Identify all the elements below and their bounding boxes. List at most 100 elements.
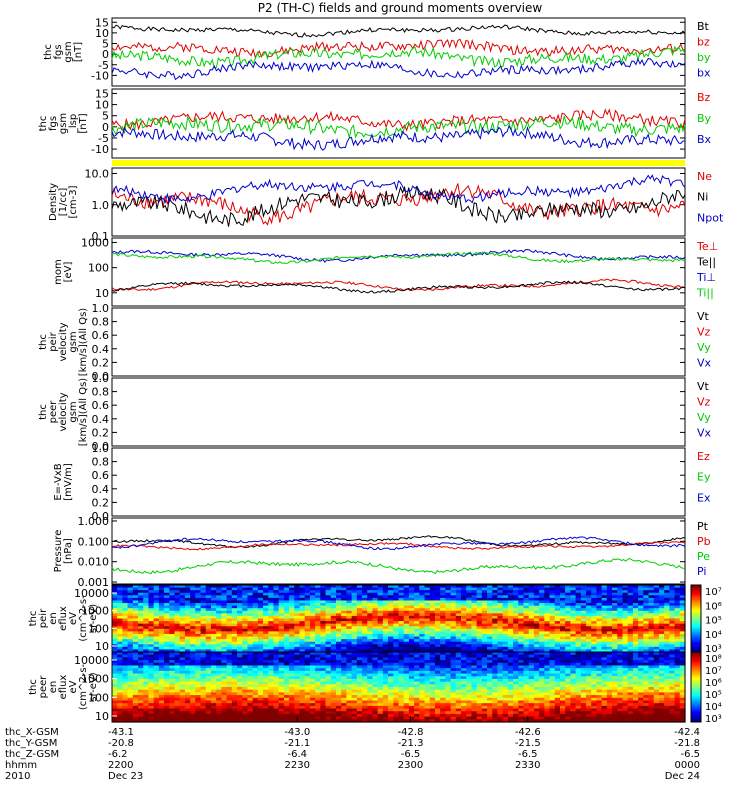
colorbar-cell: [691, 692, 701, 695]
colorbar-cell: [691, 601, 701, 604]
colorbar-label: 10⁷: [705, 666, 722, 677]
y-axis-label: eflux: [58, 606, 69, 631]
y-axis-label: gsm: [68, 401, 79, 422]
colorbar-cell: [691, 704, 701, 707]
x-row-value: -43.0: [284, 727, 310, 738]
panel-quality-flag: [112, 160, 685, 166]
panel-frame: [111, 237, 686, 307]
y-tick-label: 0.6: [92, 329, 110, 342]
y-axis-label: thc: [28, 611, 39, 627]
colorbar-cell: [691, 673, 701, 676]
colorbar-cell: [691, 685, 701, 688]
y-tick-label: -5: [98, 59, 109, 72]
y-axis-label: thc: [38, 334, 49, 350]
colorbar-cell: [691, 699, 701, 702]
colorbar-cell: [691, 715, 701, 718]
colorbar-cell: [691, 662, 701, 665]
x-row-label: thc_X-GSM: [5, 727, 59, 738]
colorbar-label: 10⁶: [705, 601, 722, 612]
y-axis-label: gsm: [58, 113, 69, 134]
x-row-value: 0000: [675, 760, 700, 771]
colorbar-cell: [691, 626, 701, 630]
colorbar-cell: [691, 648, 701, 651]
y-tick-label: 0.2: [92, 426, 110, 439]
y-axis-label: Density: [48, 183, 59, 221]
y-axis-label: velocity: [58, 322, 69, 361]
y-tick-label: 0.0: [92, 440, 110, 453]
colorbar-cell: [691, 615, 701, 618]
x-row-value: -6.5: [401, 749, 421, 760]
y-tick-label: 0.0: [92, 510, 110, 523]
colorbar-cell: [691, 638, 701, 641]
y-axis-label: [cm-3]: [68, 185, 79, 218]
y-tick-label: 100: [88, 691, 109, 704]
x-row-value: -43.1: [108, 727, 134, 738]
y-tick-label: 5: [102, 110, 109, 123]
x-axis-annotations: thc_X-GSM -43.1 -43.0 -42.8 -42.6 -42.4 thc_Y-…: [5, 716, 700, 782]
colorbar-cell: [691, 688, 701, 691]
y-axis-label: [nPa]: [63, 538, 74, 564]
y-tick-label: 10000: [74, 587, 109, 600]
y-axis-label: en: [48, 681, 59, 694]
panel-frame: [111, 377, 686, 447]
legend-Ne: Ne: [697, 170, 712, 183]
y-tick-label: 1.0: [92, 372, 110, 385]
y-tick-label: 10: [95, 27, 109, 40]
y-tick-label: 0.100: [78, 535, 110, 548]
y-tick-label: 10: [95, 99, 109, 112]
colorbar-cell: [691, 681, 701, 684]
colorbar-cell: [691, 687, 701, 690]
colorbar-cell: [691, 671, 701, 674]
y-tick-label: 1000: [81, 605, 109, 618]
x-row-value: Dec 24: [665, 771, 700, 782]
panel-frame: [111, 517, 686, 585]
y-axis-label: [nT]: [73, 42, 84, 62]
y-axis-label: thc: [28, 679, 39, 695]
colorbar-cell: [691, 660, 701, 663]
series-line-Te||: [111, 280, 685, 294]
colorbar-cell: [691, 608, 701, 611]
colorbar-cell: [691, 683, 701, 686]
colorbar-cell: [691, 623, 701, 626]
colorbar-cell: [691, 643, 701, 646]
y-axis-label: (cm^2-s-: [78, 595, 89, 642]
series-line-Bz: [111, 108, 686, 132]
legend-Vx: Vx: [697, 427, 712, 440]
colorbar-cell: [691, 657, 701, 660]
x-row-value: -20.8: [108, 738, 134, 749]
y-tick-label: 1.000: [78, 515, 110, 528]
series-line-By: [111, 115, 686, 139]
legend-Vy: Vy: [697, 411, 711, 424]
heatmap-cells: [112, 652, 686, 723]
y-axis-label: sr-eV): [88, 604, 99, 633]
y-tick-label: 10: [95, 710, 109, 723]
y-axis-label: [1/cc]: [58, 188, 69, 217]
colorbar-cell: [691, 640, 701, 643]
y-axis-label: [mV/m]: [63, 463, 74, 501]
x-row-label: thc_Z-GSM: [5, 749, 59, 760]
y-tick-label: 0.6: [92, 469, 110, 482]
panel-frame: [111, 167, 686, 237]
y-axis-label: thc: [38, 116, 49, 132]
y-axis-label: fgs: [53, 44, 64, 59]
colorbar-label: 10⁴: [705, 702, 722, 713]
y-tick-label: 0.4: [92, 483, 110, 496]
colorbar-cell: [691, 680, 701, 683]
y-axis-label: [eV]: [63, 262, 74, 283]
heatmap-cells: [112, 585, 686, 653]
y-tick-label: 5: [102, 38, 109, 51]
series-line-Bt: [111, 24, 686, 38]
series-line-Ni: [111, 185, 686, 227]
y-tick-label: 10: [95, 640, 109, 653]
y-axis-label: peer: [48, 400, 59, 424]
y-axis-label: sr-eV): [88, 672, 99, 701]
legend-Pi: Pi: [697, 565, 706, 578]
y-tick-label: 1.0: [92, 442, 110, 455]
series-line-Ti||: [111, 251, 686, 264]
colorbar-cell: [691, 606, 701, 609]
colorbar-label: 10⁶: [705, 678, 722, 689]
colorbar-label: 10⁵: [705, 616, 722, 627]
colorbar-cell: [691, 628, 701, 631]
colorbar-label: 10⁸: [705, 654, 722, 665]
